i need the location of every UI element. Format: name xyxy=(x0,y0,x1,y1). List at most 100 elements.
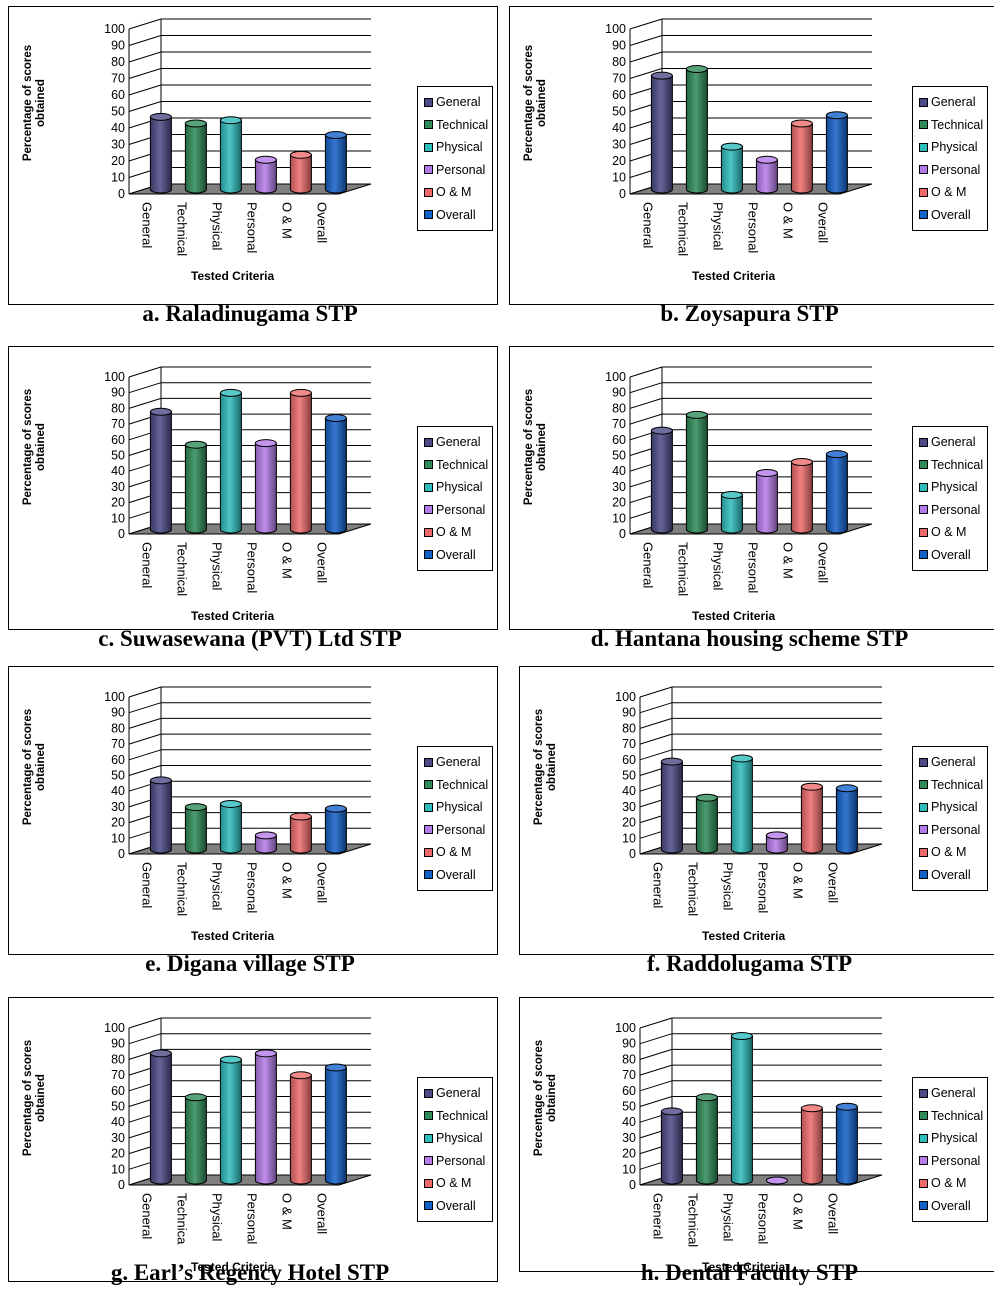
legend-label: Technical xyxy=(931,1108,984,1123)
y-tick-label: 100 xyxy=(615,1021,636,1035)
bar xyxy=(184,1093,207,1185)
chart-panel: 0 10 20 30 40 50 60 70 80 90 100 General Technical Ph… xyxy=(519,666,994,955)
y-tick-label: 0 xyxy=(118,847,125,861)
x-tick-label: General xyxy=(641,202,656,248)
bar xyxy=(835,1102,858,1185)
legend: General Technical Physical Personal O & M Ove… xyxy=(912,1077,989,1222)
x-axis-label: Tested Criteria xyxy=(191,1260,275,1274)
gridline-side xyxy=(629,366,663,378)
y-tick-label: 0 xyxy=(629,1178,636,1192)
legend-swatch xyxy=(919,780,928,790)
y-tick-label: 60 xyxy=(111,1084,125,1098)
legend-swatch xyxy=(919,527,928,537)
legend-item: General xyxy=(919,431,987,454)
gridline-side xyxy=(128,366,162,378)
y-tick-label: 90 xyxy=(111,1037,125,1051)
gridline-side xyxy=(629,397,663,409)
legend-swatch xyxy=(424,460,433,470)
legend-item: General xyxy=(919,751,987,774)
bar xyxy=(324,804,347,854)
x-tick-label: Physical xyxy=(210,202,225,251)
bar xyxy=(685,410,708,534)
y-tick-label: 30 xyxy=(111,138,125,152)
x-tick-label: General xyxy=(140,202,155,248)
bar xyxy=(720,490,743,534)
legend-item: Physical xyxy=(424,136,492,159)
gridline-side xyxy=(128,733,162,745)
x-tick-label: Technical xyxy=(686,1193,701,1247)
y-tick-label: 60 xyxy=(622,1084,636,1098)
x-tick-label: Technical xyxy=(676,202,691,256)
x-tick-label: Physical xyxy=(721,862,736,911)
legend-label: Overall xyxy=(931,1198,971,1213)
legend-swatch xyxy=(424,870,433,880)
x-tick-label: Physical xyxy=(210,862,225,911)
legend-label: General xyxy=(436,755,481,770)
legend-swatch xyxy=(424,187,433,197)
legend: General Technical Physical Personal O & M Ove… xyxy=(912,426,989,571)
legend-label: Overall xyxy=(931,207,971,222)
bar xyxy=(149,1049,172,1185)
gridline-side xyxy=(128,1017,162,1029)
x-tick-label: O & M xyxy=(280,542,295,579)
bar xyxy=(790,457,813,534)
x-tick-label: Overall xyxy=(816,202,831,243)
chart-panel: 0 10 20 30 40 50 60 70 80 90 100 General Technica Phy… xyxy=(8,997,498,1282)
bar xyxy=(695,1093,718,1185)
y-axis-label: Percentage of scores obtained xyxy=(22,44,47,161)
legend-label: Physical xyxy=(436,140,483,155)
y-tick-label: 90 xyxy=(111,706,125,720)
y-tick-label: 80 xyxy=(111,55,125,69)
chart-panel: 0 10 20 30 40 50 60 70 80 90 100 General Technical Ph… xyxy=(509,346,994,630)
legend-swatch xyxy=(919,460,928,470)
bar xyxy=(184,440,207,534)
bar xyxy=(289,388,312,534)
x-tick-label: Overall xyxy=(315,1193,330,1234)
gridline-side xyxy=(128,84,162,96)
y-tick-label: 40 xyxy=(612,464,626,478)
legend: General Technical Physical Personal O & M Ove… xyxy=(417,746,494,891)
legend-label: Personal xyxy=(931,502,981,517)
y-tick-label: 60 xyxy=(111,753,125,767)
legend-swatch xyxy=(424,757,433,767)
legend-swatch xyxy=(919,187,928,197)
legend: General Technical Physical Personal O & M Ove… xyxy=(912,746,989,891)
gridline-side xyxy=(639,1096,673,1107)
legend: General Technical Physical Personal O & M Ove… xyxy=(912,86,989,231)
gridline-side xyxy=(639,733,673,745)
legend-item: Overall xyxy=(919,864,987,887)
x-tick-label: O & M xyxy=(781,202,796,239)
x-tick-label: Physical xyxy=(711,542,726,591)
gridline-side xyxy=(128,101,162,112)
y-axis-label: Percentage of scores obtained xyxy=(533,708,558,825)
y-tick-label: 60 xyxy=(612,88,626,102)
x-axis-label: Tested Criteria xyxy=(191,269,275,283)
legend-item: Overall xyxy=(919,544,987,567)
legend-label: O & M xyxy=(436,845,472,860)
y-tick-label: 70 xyxy=(622,1068,636,1082)
legend-label: Personal xyxy=(436,822,486,837)
chart-caption: c. Suwasewana (PVT) Ltd STP xyxy=(98,626,402,651)
legend-swatch xyxy=(424,1178,433,1188)
y-tick-label: 40 xyxy=(612,121,626,135)
bar xyxy=(219,388,242,534)
x-tick-label: Technical xyxy=(175,542,190,596)
x-axis-label: Tested Criteria xyxy=(702,1260,786,1274)
bar xyxy=(254,1049,277,1185)
legend-item: General xyxy=(919,91,987,114)
x-tick-label: Physical xyxy=(210,542,225,591)
x-tick-label: General xyxy=(651,862,666,908)
bar xyxy=(149,112,172,194)
x-tick-label: O & M xyxy=(280,862,295,899)
x-tick-label: Personal xyxy=(245,862,260,913)
y-tick-label: 10 xyxy=(612,511,626,525)
legend-swatch xyxy=(919,165,928,175)
bar xyxy=(219,116,242,194)
legend-label: Technical xyxy=(931,457,984,472)
bar xyxy=(765,831,788,854)
bar xyxy=(825,450,848,534)
bar xyxy=(685,65,708,194)
